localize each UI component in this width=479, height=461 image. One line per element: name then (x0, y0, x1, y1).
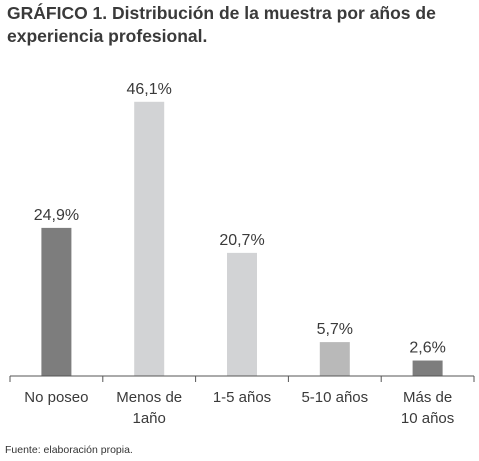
data-label: 2,6% (409, 340, 445, 357)
chart-title: GRÁFICO 1. Distribución de la muestra po… (7, 3, 436, 46)
source-note: Fuente: elaboración propia. (5, 444, 133, 456)
data-label: 46,1% (127, 81, 172, 98)
bar (41, 227, 72, 376)
category-label: No poseo (24, 389, 88, 406)
bar (134, 101, 165, 376)
bar (319, 342, 350, 376)
data-label: 20,7% (219, 232, 264, 249)
data-label: 5,7% (317, 321, 353, 338)
data-label: 24,9% (34, 207, 79, 224)
bar (227, 252, 257, 376)
category-label: 1-5 años (213, 389, 271, 406)
category-label: Más de 10 años (401, 389, 454, 427)
bar (412, 360, 443, 376)
category-label: Menos de 1año (116, 389, 182, 427)
category-label: 5-10 años (301, 389, 368, 406)
